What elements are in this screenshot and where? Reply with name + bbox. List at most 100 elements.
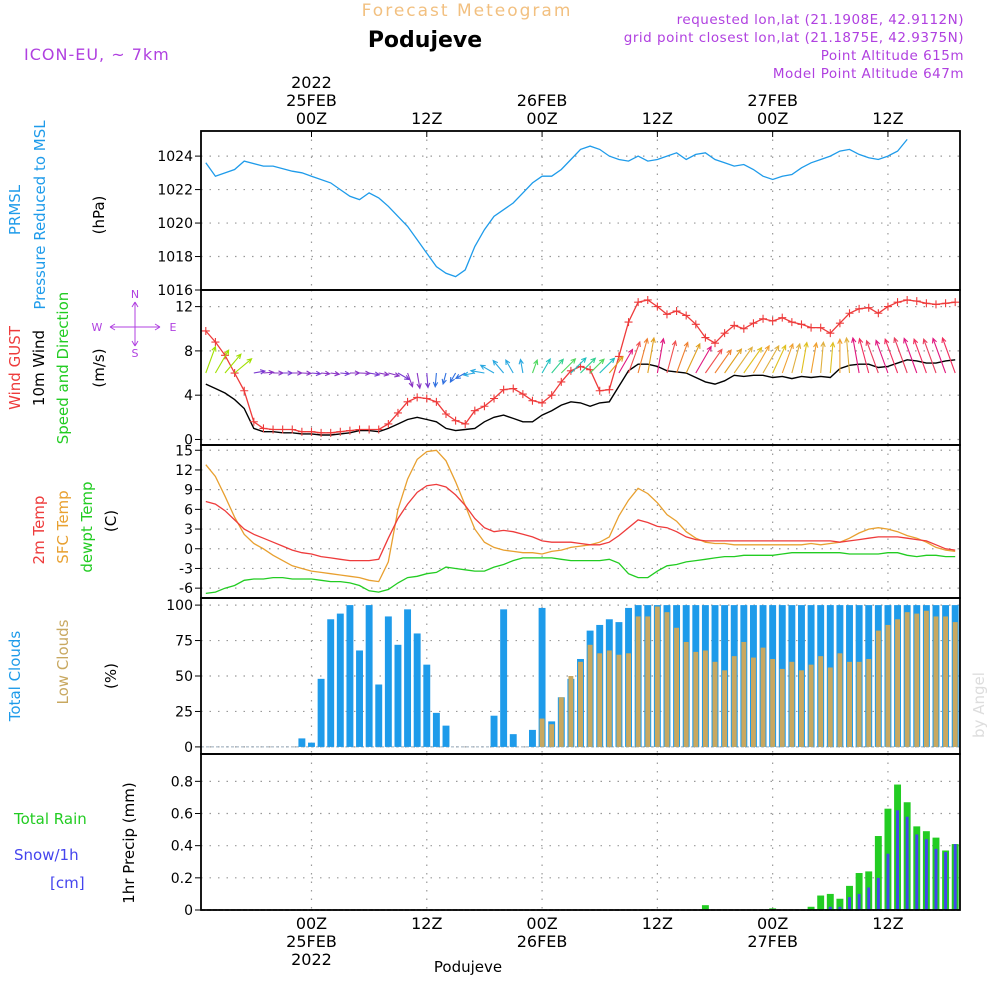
gust-marker [345, 426, 354, 435]
gust-marker [461, 419, 470, 428]
gust-marker [845, 309, 854, 318]
wind-unit: (m/s) [90, 348, 108, 387]
gust-marker [672, 307, 681, 316]
wind-arrow [704, 348, 723, 374]
low-cloud-bar [885, 624, 891, 747]
time-label-bottom: 12Z [872, 914, 903, 933]
time-label-bottom: 25FEB [286, 932, 337, 951]
snow-bar [828, 906, 832, 910]
total-cloud-bar [327, 619, 335, 747]
sfc-temp-label: SFC Temp [54, 490, 72, 563]
panel-clouds: 0 25 50 75 100 [166, 598, 960, 756]
gust-marker [413, 393, 422, 402]
snow-label: Snow/1h [14, 846, 79, 864]
gust-marker [432, 397, 441, 406]
gust-marker [912, 297, 921, 306]
snow-bar [876, 877, 880, 910]
wind-arrow [253, 369, 267, 375]
snow-bar [934, 848, 938, 910]
gust-marker [864, 303, 873, 312]
compass-west: W [92, 321, 103, 334]
wind-arrow [570, 357, 587, 374]
tick-label-y: 12 [175, 300, 193, 316]
gust-marker [816, 323, 825, 332]
snow-bar [915, 834, 919, 910]
wind-arrow [589, 358, 605, 374]
location-title: Podujeve [368, 28, 482, 53]
gust-marker [288, 425, 297, 434]
time-label-bottom: 12Z [642, 914, 673, 933]
wind-arrow [647, 336, 656, 374]
gust-marker [653, 302, 662, 311]
gust-marker [490, 394, 499, 403]
gust-marker [893, 298, 902, 307]
panel-frame [200, 130, 961, 291]
tick-label-y: 0 [184, 432, 193, 448]
wind-arrow [714, 349, 732, 374]
gust-marker [374, 425, 383, 434]
gust-marker [211, 338, 220, 347]
total-cloud-bar [336, 613, 344, 747]
total-cloud-bar [529, 729, 536, 747]
tick-label-y: 1016 [157, 283, 193, 299]
wind-arrow [330, 371, 341, 377]
snow-bar [838, 906, 842, 910]
gust-marker [720, 329, 729, 338]
gust-marker [249, 417, 258, 426]
watermark: by Angel [970, 672, 988, 738]
grid-point-coords: grid point closest lon,lat (21.1875E, 42… [624, 30, 964, 46]
low-cloud-bar [827, 667, 833, 747]
tick-label-y: 15 [175, 443, 193, 459]
rain-bar [826, 893, 834, 910]
pressure-unit: (hPa) [90, 196, 108, 235]
tick-label-y: 0 [184, 542, 193, 558]
wind-arrow [531, 358, 539, 374]
snow-bar [896, 810, 900, 910]
gust-marker [317, 428, 326, 437]
wind-arrow [462, 371, 475, 377]
gust-marker [470, 406, 479, 415]
low-cloud-bar [856, 661, 862, 747]
gust-marker [269, 425, 278, 434]
gust-marker [682, 311, 691, 320]
rain-label: Total Rain [13, 810, 87, 828]
gust-marker [403, 397, 412, 406]
wind-arrow [922, 338, 937, 374]
total-cloud-bar [308, 742, 315, 747]
low-cloud-bar [683, 641, 689, 747]
temp-2m-line [205, 483, 956, 562]
low-cloud-bar [789, 661, 795, 747]
gust-marker [711, 339, 720, 348]
low-cloud-bar [779, 668, 785, 747]
tick-label-y: 9 [184, 483, 193, 499]
gust-marker [797, 320, 806, 329]
total-cloud-bar [442, 725, 450, 747]
total-cloud-bar [298, 738, 306, 747]
requested-coords: requested lon,lat (21.1908E, 42.9112N) [677, 12, 964, 28]
gust-marker [701, 333, 710, 342]
wind-arrow [743, 346, 763, 374]
gust-marker [768, 317, 777, 325]
wind-arrow [441, 372, 447, 386]
panel-wind: 0 4 8 12 [175, 290, 960, 448]
wind-arrow [263, 369, 275, 376]
panel-pressure: 1016 1018 1020 1022 1024 [157, 131, 960, 299]
wind-arrow [666, 339, 678, 374]
tick-label-y: 75 [175, 634, 193, 650]
wind-arrow [224, 353, 242, 374]
wind-arrow [560, 358, 577, 374]
low-cloud-bar [635, 616, 641, 747]
low-cloud-bar [875, 630, 881, 747]
gust-marker [365, 425, 374, 434]
chart-title: Forecast Meteogram [362, 1, 573, 21]
gust-marker [384, 419, 393, 428]
wind-arrow [800, 341, 809, 374]
wind-arrow [875, 339, 889, 374]
gust-marker [201, 326, 210, 335]
wind-arrow [378, 371, 390, 377]
low-cloud-bar [549, 724, 555, 747]
gust-marker [787, 318, 796, 327]
total-cloud-bar [356, 650, 363, 747]
total-cloud-bar [346, 605, 354, 747]
tick-label-y: 1020 [157, 216, 193, 232]
